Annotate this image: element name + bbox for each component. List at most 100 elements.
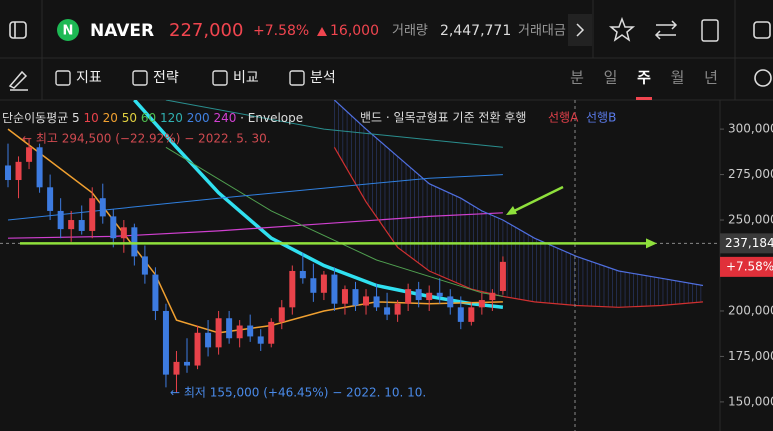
legend-span-a: 선행A (548, 110, 579, 125)
candle-body (257, 336, 264, 344)
tool-label[interactable]: 지표 (76, 70, 102, 86)
legend-item: 120 (160, 111, 183, 125)
candle-body (99, 198, 106, 217)
candle-body (310, 278, 317, 293)
header: N NAVER 227,000 +7.58% 16,000 거래량 2,447,… (0, 0, 773, 59)
last-change-label: +7.58% (726, 259, 773, 273)
candle-body (110, 216, 117, 239)
drawn-arrow (509, 185, 564, 215)
high-note: ← 최고 294,500 (−22.92%) − 2022. 5. 30. (22, 132, 271, 146)
tool-icon[interactable] (132, 70, 148, 86)
cursor-label: 237,184 (725, 236, 773, 250)
logo-letter: N (63, 24, 74, 39)
draw-icon[interactable] (8, 70, 28, 91)
change-pct: +7.58% (253, 23, 309, 39)
candle-body (47, 187, 54, 211)
period-underline (636, 97, 652, 100)
candle-body (352, 289, 359, 306)
candle-body (320, 274, 327, 293)
period-tab[interactable]: 분 (570, 69, 584, 87)
indicator-line (165, 146, 503, 297)
candle-body (36, 147, 43, 188)
candle-body (363, 296, 370, 306)
candle-body (26, 147, 33, 162)
scroll-button[interactable] (568, 14, 592, 46)
memo-icon[interactable] (701, 19, 719, 42)
legend-span-b: 선행B (586, 110, 616, 125)
cursor-tag (720, 233, 773, 254)
last-change-tag (720, 256, 773, 277)
candle-body (162, 310, 169, 375)
candle-body (205, 332, 212, 348)
y-tick-label: 250,000 (728, 213, 773, 227)
candle-body (478, 300, 485, 308)
candle-body (184, 361, 191, 366)
candle-body (194, 332, 201, 366)
candle-body (236, 325, 243, 339)
favorite-icon[interactable] (608, 16, 636, 42)
legend-item: 240 (213, 111, 236, 125)
candle-body (89, 198, 96, 231)
indicator-line (7, 174, 503, 221)
candle-body (499, 261, 506, 291)
settings-icon[interactable] (754, 69, 772, 87)
legend-item: 10 (84, 111, 99, 125)
candle-body (447, 296, 454, 308)
period-tab[interactable]: 주 (637, 69, 651, 87)
candle-body (468, 307, 475, 322)
logo (57, 19, 79, 41)
candle-body (341, 289, 348, 304)
drawn-arrowhead (506, 206, 517, 215)
volume-label: 거래량 (392, 24, 428, 39)
sidebar-icon[interactable] (9, 21, 27, 39)
candle-body (226, 318, 233, 339)
candle-body (131, 227, 138, 257)
legend-item: 60 (141, 111, 156, 125)
candle-body (299, 270, 306, 279)
tool-icon[interactable] (55, 70, 71, 86)
legend-item: 20 (103, 111, 118, 125)
candle-body (57, 210, 64, 230)
tool-label[interactable]: 비교 (233, 70, 259, 86)
swap-icon[interactable] (654, 20, 678, 40)
amount-label: 거래대금 (518, 24, 566, 39)
candle-body (457, 307, 464, 322)
period-tab[interactable]: 년 (704, 69, 718, 87)
period-tab[interactable]: 일 (604, 69, 618, 87)
candle-body (289, 270, 296, 308)
indicator-line (165, 100, 503, 148)
candle-body (331, 274, 338, 304)
change: 16,000 (330, 23, 379, 39)
tool-icon[interactable] (212, 70, 228, 86)
candle-body (426, 292, 433, 301)
tool-label[interactable]: 전략 (153, 70, 179, 86)
legend-ichimoku: 밴드 · 일목균형표 기준 전환 후행 (360, 110, 526, 125)
candle-body (384, 307, 391, 315)
legend-item: 단순이동평균 5 (2, 111, 80, 125)
legend: 단순이동평균 5 10 20 50 60 120 200 240 · Envel… (2, 111, 303, 125)
price: 227,000 (169, 20, 243, 41)
candle-body (120, 227, 127, 239)
candle-body (268, 321, 275, 344)
y-tick-label: 300,000 (728, 122, 773, 136)
legend-item: 50 (122, 111, 137, 125)
candle-body (405, 289, 412, 304)
candle-body (247, 325, 254, 337)
chart: ← 최고 294,500 (−22.92%) − 2022. 5. 30. ← 최… (0, 100, 720, 431)
candle-body (152, 274, 159, 311)
tool-icon[interactable] (289, 70, 305, 86)
candle-body (373, 296, 380, 308)
candle-body (278, 307, 285, 322)
panel-icon[interactable] (753, 21, 771, 39)
period-tab[interactable]: 월 (671, 69, 685, 87)
candle-body (5, 165, 11, 181)
tool-label[interactable]: 분석 (310, 70, 336, 86)
candle-body (436, 292, 443, 297)
y-tick-label: 200,000 (728, 303, 773, 317)
candle-body (215, 318, 222, 348)
low-note: ← 최저 155,000 (+46.45%) − 2022. 10. 10. (170, 386, 426, 400)
volume: 2,447,771 (440, 23, 511, 39)
chevron (576, 23, 585, 37)
